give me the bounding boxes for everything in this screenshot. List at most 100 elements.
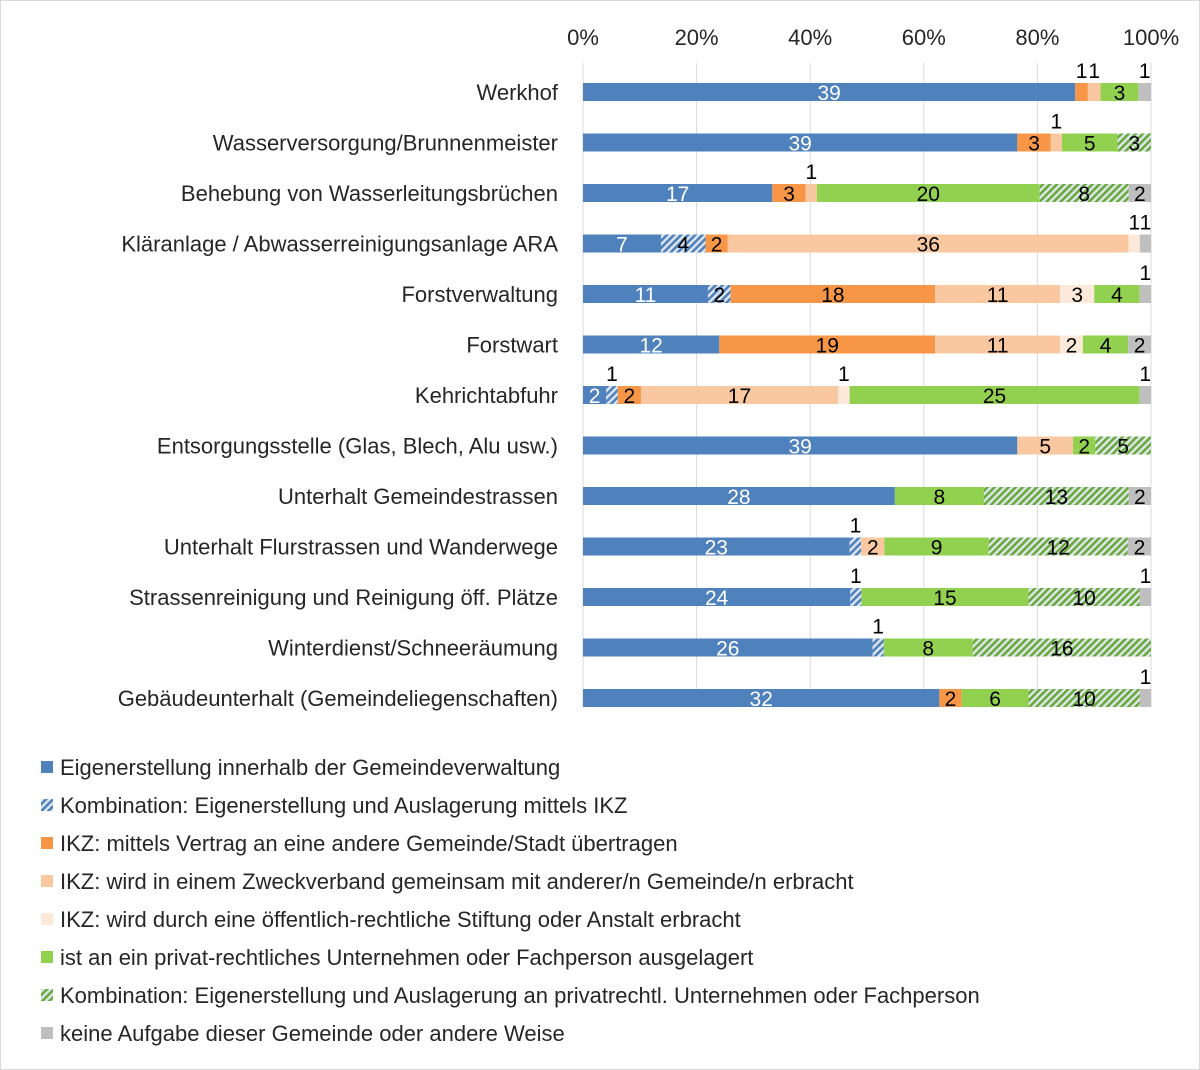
data-label: 18 <box>821 284 844 307</box>
legend-swatch <box>41 1027 53 1039</box>
category-label: Behebung von Wasserleitungsbrüchen <box>181 181 558 206</box>
data-label: 1 <box>1050 111 1062 134</box>
bar-segment <box>1128 487 1151 505</box>
data-label: 26 <box>716 638 739 661</box>
data-label: 20 <box>917 183 940 206</box>
bar-segment <box>1050 133 1062 152</box>
bar-segment <box>861 537 885 556</box>
bar-segment <box>1017 436 1074 455</box>
data-label: 1 <box>1140 666 1152 689</box>
category-label: Entsorgungsstelle (Glas, Blech, Alu usw.… <box>157 434 558 459</box>
legend-swatch <box>41 913 53 925</box>
legend-entry-label: Eigenerstellung innerhalb der Gemeindeve… <box>60 755 560 780</box>
data-label: 11 <box>987 335 1009 358</box>
bar-segment <box>606 386 618 404</box>
bar-segment <box>1073 436 1096 455</box>
data-label: 5 <box>1084 133 1096 156</box>
bar-segment <box>617 386 641 404</box>
data-label: 2 <box>713 284 725 307</box>
data-label: 12 <box>1047 537 1070 560</box>
data-label: 39 <box>788 133 811 156</box>
bar-segment <box>849 386 1140 404</box>
bar-segment <box>772 184 806 202</box>
bar-segment <box>1128 335 1151 354</box>
category-label: Wasserversorgung/Brunnenmeister <box>213 131 558 156</box>
bar-segment <box>730 285 936 303</box>
data-label: 1 <box>1139 363 1151 386</box>
data-label: 2 <box>867 537 879 560</box>
bar-segment <box>1039 184 1129 202</box>
data-label: 2 <box>711 234 723 257</box>
data-label: 1 <box>1076 60 1088 83</box>
data-label: 10 <box>1072 688 1095 711</box>
bar-segment <box>640 386 839 404</box>
data-label: 2 <box>1066 335 1078 358</box>
bar-segment <box>583 689 940 707</box>
bar-segment <box>583 537 850 556</box>
data-label: 5 <box>1039 436 1051 459</box>
bar-segment <box>583 638 873 657</box>
bar-segment <box>1061 133 1118 152</box>
x-tick-label: 80% <box>1015 25 1059 50</box>
category-label: Strassenreinigung und Reinigung öff. Plä… <box>129 585 558 610</box>
bar-segment <box>583 487 895 505</box>
data-label: 16 <box>1050 638 1073 661</box>
category-label: Unterhalt Gemeindestrassen <box>278 484 558 509</box>
data-label: 8 <box>922 638 934 661</box>
category-label: Winterdienst/Schneeräumung <box>268 636 558 661</box>
bar-segment <box>1028 689 1140 707</box>
data-label: 13 <box>1045 486 1068 509</box>
bar-segment <box>707 285 731 303</box>
bar-segment <box>935 285 1061 303</box>
bar-segment <box>849 537 862 556</box>
data-label: 1 <box>872 616 884 639</box>
legend-swatch <box>41 799 53 811</box>
bar-segment <box>850 588 862 606</box>
bar-segment <box>583 184 773 202</box>
legend-entry-label: ist an ein privat-rechtliches Unternehme… <box>60 945 753 970</box>
data-label: 6 <box>989 688 1001 711</box>
x-tick-label: 20% <box>675 25 719 50</box>
data-label: 1 <box>606 363 618 386</box>
data-label: 2 <box>1078 436 1090 459</box>
data-label: 39 <box>788 436 811 459</box>
data-label: 7 <box>616 234 628 257</box>
bar-segment <box>727 234 1129 253</box>
bar-segment <box>1094 285 1140 303</box>
data-label: 9 <box>931 537 943 560</box>
bar-segment <box>1082 335 1129 354</box>
bar-segment <box>939 689 962 707</box>
bar-segment <box>1087 83 1101 101</box>
category-label: Unterhalt Flurstrassen und Wanderwege <box>164 535 558 560</box>
data-label: 10 <box>1072 587 1095 610</box>
data-label: 1 <box>838 363 850 386</box>
data-label: 11 <box>635 284 657 307</box>
category-label: Werkhof <box>476 80 558 105</box>
category-label: Gebäudeunterhalt (Gemeindeliegenschaften… <box>118 686 558 711</box>
bar-segment <box>583 285 708 303</box>
data-label: 3 <box>1071 284 1083 307</box>
data-label: 17 <box>666 183 689 206</box>
data-label: 28 <box>727 486 750 509</box>
data-label: 1 <box>1128 212 1140 235</box>
data-label: 25 <box>983 385 1006 408</box>
data-label: 5 <box>1117 436 1129 459</box>
bar-segment <box>1060 335 1083 354</box>
bar-segment <box>861 588 1029 606</box>
data-label: 36 <box>917 234 940 257</box>
bar-segment <box>816 184 1040 202</box>
bar-segment <box>983 487 1129 505</box>
bar-segment <box>719 335 936 354</box>
legend-entry-label: Kombination: Eigenerstellung und Auslage… <box>60 983 980 1008</box>
data-label: 24 <box>705 587 729 610</box>
data-label: 15 <box>933 587 956 610</box>
data-label: 2 <box>1134 183 1146 206</box>
data-label: 1 <box>1140 565 1152 588</box>
bar-segment <box>1100 83 1139 101</box>
data-label: 23 <box>705 537 728 560</box>
bar-segment <box>1138 83 1151 101</box>
data-label: 3 <box>1114 82 1126 105</box>
bar-segment <box>1139 234 1151 253</box>
bar-segment <box>583 436 1018 455</box>
